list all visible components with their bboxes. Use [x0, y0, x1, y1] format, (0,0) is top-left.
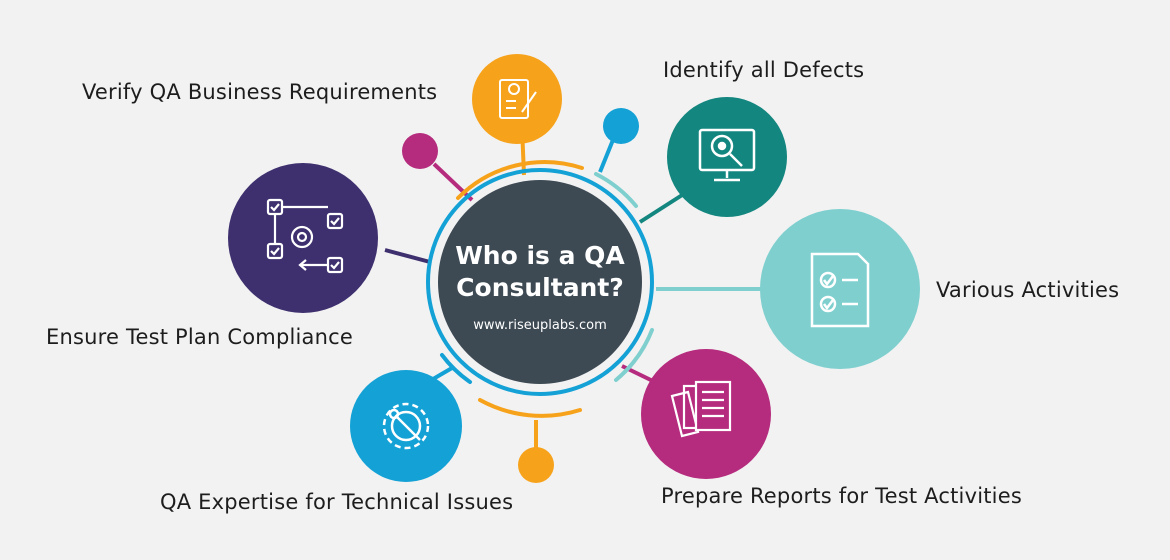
ring-arc-blue-left: [440, 353, 472, 384]
node-various-circle: [760, 209, 920, 369]
node-verify: [472, 54, 562, 144]
ring-arc-orange-top: [456, 160, 584, 200]
orange-accent-dot: [518, 447, 554, 483]
pink-accent-dot: [402, 133, 438, 169]
center-title: Who is a QA Consultant?: [440, 240, 640, 304]
node-expertise: [350, 370, 462, 482]
node-various: [760, 209, 920, 369]
gear-wrench-icon: [382, 402, 430, 450]
ring-arc-orange-bottom: [478, 398, 582, 418]
inner-ring: [426, 168, 654, 396]
node-ensure: [228, 163, 378, 313]
blue-accent-dot: [603, 108, 639, 144]
label-various: Various Activities: [936, 278, 1120, 302]
node-identify: [667, 97, 787, 217]
node-prepare: [641, 349, 771, 479]
center-title-line1: Who is a QA: [455, 241, 625, 270]
workflow-gear-icon: [266, 198, 344, 274]
center-url: www.riseuplabs.com: [473, 318, 607, 333]
connector-ensure: [384, 248, 431, 264]
label-identify: Identify all Defects: [663, 58, 865, 82]
center-circle: [438, 180, 642, 384]
center-title-line2: Consultant?: [456, 273, 624, 302]
reports-documents-icon: [670, 380, 732, 438]
center-rings: [426, 160, 654, 418]
label-prepare: Prepare Reports for Test Activities: [661, 484, 1022, 508]
connector-pink-dot: [432, 162, 474, 202]
checklist-document-icon: [499, 79, 537, 119]
label-expertise: QA Expertise for Technical Issues: [160, 490, 514, 514]
node-verify-circle: [472, 54, 562, 144]
checklist-clipboard-icon: [810, 252, 870, 328]
bug-magnifier-monitor-icon: [698, 128, 756, 182]
node-identify-circle: [667, 97, 787, 217]
label-ensure: Ensure Test Plan Compliance: [46, 325, 353, 349]
label-verify: Verify QA Business Requirements: [82, 80, 438, 104]
ring-arc-teal-top: [594, 172, 638, 208]
ring-arc-teal-right: [614, 328, 654, 382]
node-ensure-circle: [228, 163, 378, 313]
